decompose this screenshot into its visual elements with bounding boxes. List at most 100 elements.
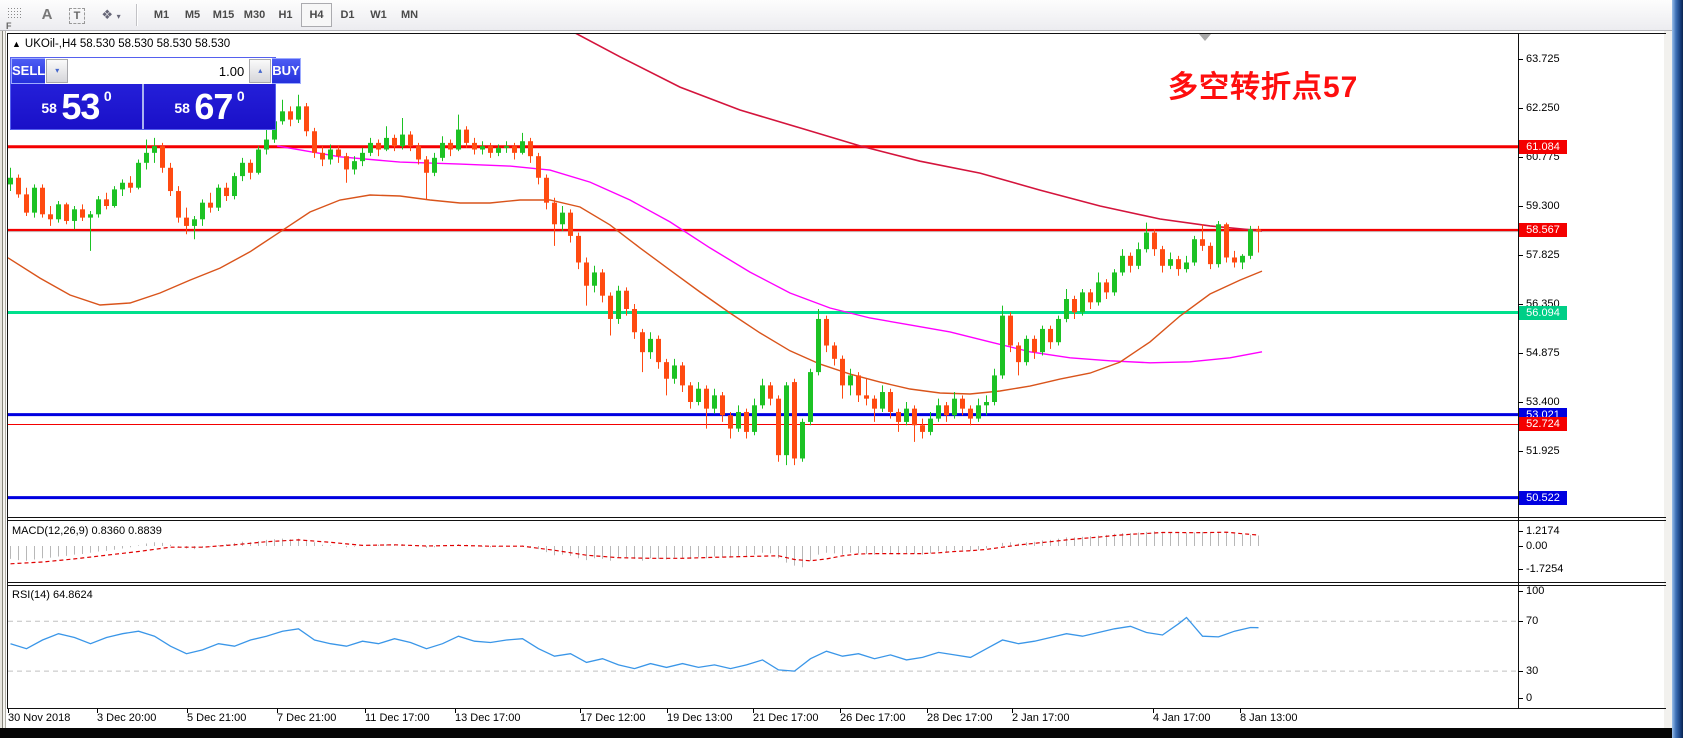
candle (872, 398, 877, 409)
date-axis-tick (1012, 709, 1013, 713)
candle (216, 187, 221, 208)
macd-pane-graphics (10, 531, 1259, 568)
candle (1256, 229, 1261, 232)
date-axis-tick (1153, 709, 1154, 713)
candle (480, 146, 485, 150)
candle (552, 202, 557, 225)
candle (1016, 345, 1021, 363)
timeframe-h1-button[interactable]: H1 (278, 9, 293, 21)
candle (1128, 255, 1133, 266)
candle (880, 392, 885, 409)
chart-title: ▲ UKOil-,H4 58.530 58.530 58.530 58.530 (12, 38, 230, 50)
candle (680, 365, 685, 386)
candle (904, 408, 909, 422)
price-axis-tick (1518, 451, 1523, 452)
volume-increase-button[interactable]: ▴ (249, 59, 272, 83)
price-level-badge: 56.094 (1519, 305, 1567, 320)
candle (80, 209, 85, 218)
timeframe-m30-button[interactable]: M30 (243, 9, 266, 21)
candle (896, 411, 901, 422)
window-edge-strip[interactable] (1672, 0, 1683, 738)
date-axis-tick (580, 709, 581, 713)
candle (568, 212, 573, 236)
date-axis-label: 4 Jan 17:00 (1153, 712, 1211, 724)
candle (648, 338, 653, 353)
symbol-ohlc-text: UKOil-,H4 58.530 58.530 58.530 58.530 (24, 38, 231, 50)
candle (832, 345, 837, 359)
sell-button[interactable]: SELL (11, 58, 46, 84)
price-axis-label: 60.775 (1526, 151, 1560, 163)
candle (352, 161, 357, 170)
pane-border-macd-rsi-a[interactable] (7, 582, 1666, 583)
date-axis-label: 26 Dec 17:00 (840, 712, 906, 724)
macd-signal-line (10, 531, 1259, 565)
price-axis-column (1519, 32, 1664, 728)
mid-ma-line (276, 145, 1263, 364)
candle (208, 202, 213, 208)
candle (640, 332, 645, 353)
candle (32, 187, 37, 213)
timeframe-m15-button[interactable]: M15 (212, 9, 235, 21)
arrange-windows-icon[interactable]: ❖ ▾ (94, 3, 128, 27)
price-axis-tick (1518, 59, 1523, 60)
candle (1168, 259, 1173, 266)
candle (88, 214, 93, 218)
date-axis-tick (753, 709, 754, 713)
macd-axis-label: -1.7254 (1526, 563, 1564, 575)
sell-price-display[interactable]: 58 53 0 (11, 84, 144, 129)
candle (144, 152, 149, 163)
grid-f-glyph: F (6, 21, 12, 31)
candle (328, 149, 333, 160)
timeframe-m1-button[interactable]: M1 (153, 9, 170, 21)
candle (968, 408, 973, 419)
price-axis-label: 57.825 (1526, 249, 1560, 261)
timeframe-h4-button[interactable]: H4 (301, 3, 332, 27)
pane-border-price-macd-b (7, 520, 1666, 521)
timeframe-w1-button[interactable]: W1 (370, 9, 387, 21)
candle (96, 199, 101, 215)
candle (400, 134, 405, 147)
grid-dots (7, 7, 23, 18)
indicator-grid-icon[interactable]: F (3, 3, 29, 31)
candle (376, 142, 381, 150)
price-level-badge: 52.724 (1519, 417, 1567, 432)
buy-button[interactable]: BUY (272, 58, 301, 84)
bottom-taskbar (0, 728, 1672, 738)
candle (688, 385, 693, 402)
candle (336, 149, 341, 157)
volume-group: ▾ ▴ (45, 58, 273, 84)
volume-decrease-button[interactable]: ▾ (46, 59, 69, 83)
macd-axis-tick (1518, 531, 1523, 532)
volume-input[interactable] (68, 59, 250, 83)
candle (1136, 249, 1141, 266)
candle (1240, 255, 1245, 263)
rsi-axis-tick (1518, 671, 1523, 672)
timeframe-mn-button[interactable]: MN (400, 9, 419, 21)
timeframe-m5-button[interactable]: M5 (184, 9, 201, 21)
text-label-icon[interactable]: A (41, 6, 53, 23)
timeframe-row: M1 M5 M15 M30 H1 H4 D1 W1 MN (146, 3, 425, 27)
price-axis-label: 51.925 (1526, 445, 1560, 457)
price-axis-label: 62.250 (1526, 102, 1560, 114)
pane-border-top (7, 33, 1666, 34)
buy-price-display[interactable]: 58 67 0 (144, 84, 275, 129)
pane-border-price-macd-a[interactable] (7, 517, 1666, 518)
candle (512, 146, 517, 153)
rsi-axis-label: 30 (1526, 665, 1539, 677)
rsi-axis-tick (1518, 698, 1523, 699)
sell-price-big: 53 (61, 86, 100, 127)
text-box-icon[interactable]: T (64, 3, 90, 27)
candle (920, 425, 925, 432)
macd-axis-tick (1518, 569, 1523, 570)
candle (1080, 292, 1085, 313)
candle (1024, 338, 1029, 363)
candle (448, 142, 453, 150)
candle (504, 146, 509, 148)
price-axis-line (1518, 33, 1519, 709)
candle (1200, 239, 1205, 246)
candle (704, 388, 709, 409)
candle (848, 375, 853, 386)
timeframe-d1-button[interactable]: D1 (340, 9, 355, 21)
candle (152, 146, 157, 153)
t-glyph: T (69, 8, 85, 24)
